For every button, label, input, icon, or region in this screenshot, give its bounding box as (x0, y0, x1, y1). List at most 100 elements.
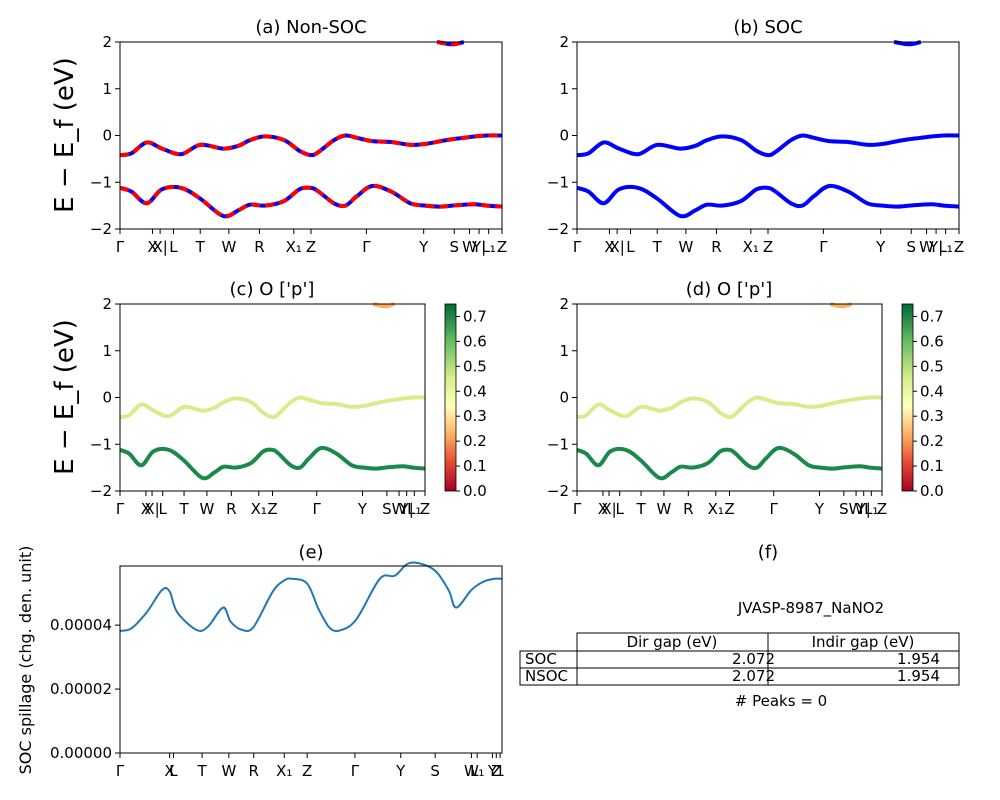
x-tick-label: W (657, 500, 672, 518)
gap-table: Dir gap (eV) Indir gap (eV) SOC 2.072 1.… (519, 632, 960, 686)
table-row-label: SOC (525, 650, 557, 668)
x-tick-label: Z (420, 500, 430, 518)
panel-d-colorbar (901, 303, 914, 492)
colorbar-tick-label: 0.4 (463, 382, 487, 400)
panel-d-frame (576, 303, 883, 492)
y-tick-label: 1 (559, 80, 569, 98)
colorbar-tick-label: 0.1 (463, 457, 487, 475)
x-tick-label: Y| (399, 500, 414, 518)
y-tick-label: 1 (102, 342, 112, 360)
table-header-indir: Indir gap (eV) (812, 633, 915, 651)
panel-c-colorbar (444, 303, 457, 492)
colorbar-tick-label: 0.6 (463, 332, 487, 350)
x-tick-label: X (147, 238, 157, 256)
x-tick-label: L (159, 500, 168, 518)
x-tick-label: S (449, 238, 459, 256)
band-line-dashed-conduction (436, 40, 465, 47)
x-tick-label: Y (418, 238, 429, 256)
x-tick-label: Z (763, 238, 773, 256)
x-tick-label: X| (609, 238, 624, 256)
x-tick-label: Γ (573, 238, 582, 256)
x-tick-label: L (626, 238, 635, 256)
table-cell-value: 2.072 (732, 667, 775, 685)
table-cell (767, 667, 960, 686)
colorbar-tick-label: 0.5 (463, 357, 487, 375)
y-tick-label: 0.00000 (50, 744, 112, 762)
x-tick-label: X₁ (251, 500, 267, 518)
projected-band-conduction (829, 302, 853, 309)
y-tick-label: 0 (559, 127, 569, 145)
x-tick-label: Γ (362, 238, 371, 256)
panel-c-ylabel: E − E_f (eV) (50, 319, 80, 475)
x-tick-label: Y (487, 762, 498, 780)
colorbar-tick-label: 0.5 (920, 357, 944, 375)
x-tick-label: W (464, 762, 479, 780)
panel-b-title: (b) SOC (733, 17, 802, 38)
x-tick-label: L (169, 238, 178, 256)
x-tick-label: L₁ (470, 762, 484, 780)
x-tick-label: Z (877, 500, 887, 518)
y-tick-label: 1 (102, 80, 112, 98)
x-tick-label: Y| (856, 500, 871, 518)
projected-band-lower (119, 445, 426, 481)
x-tick-label: X₁ (743, 238, 759, 256)
x-tick-label: T (178, 500, 189, 518)
x-tick-label: Γ (819, 238, 828, 256)
x-tick-label: Z (491, 762, 501, 780)
panel-c-colorbar-ticks: 0.0 0.1 0.2 0.3 0.4 0.5 0.6 0.7 (456, 307, 487, 500)
y-tick-label: −1 (547, 173, 569, 191)
x-tick-label: X (604, 238, 614, 256)
projected-band-upper (576, 395, 883, 420)
panel-b-frame (576, 41, 960, 230)
x-tick-label: Γ (116, 238, 125, 256)
y-tick-label: 0.00004 (50, 616, 112, 634)
x-tick-label: R (711, 238, 721, 256)
colorbar-tick-label: 0.0 (920, 482, 944, 500)
x-tick-label: Γ (351, 762, 360, 780)
x-tick-label: R (254, 238, 264, 256)
colorbar-tick-label: 0.7 (920, 307, 944, 325)
x-tick-label: W (678, 238, 693, 256)
x-tick-label: Γ (770, 500, 779, 518)
projected-band-lower (576, 445, 883, 481)
x-tick-label: T (652, 238, 663, 256)
x-tick-label: Z (302, 762, 312, 780)
y-tick-label: −2 (547, 482, 569, 500)
panel-e-ylabel: SOC spillage (chg. den. unit) (16, 546, 35, 775)
y-tick-label: −2 (90, 220, 112, 238)
x-tick-label: Y| (928, 238, 943, 256)
panel-a-frame (119, 41, 503, 230)
x-tick-label: L₁ (481, 238, 495, 256)
table-row-label: NSOC (525, 667, 568, 685)
x-tick-label: Γ (116, 762, 125, 780)
band-line-lower (576, 183, 960, 219)
x-tick-label: L₁ (407, 500, 421, 518)
band-line-lower (119, 183, 503, 219)
y-tick-label: 0 (559, 389, 569, 407)
band-line-upper (576, 133, 960, 158)
x-tick-label: S (906, 238, 916, 256)
colorbar-tick-label: 0.3 (463, 407, 487, 425)
colorbar-tick-label: 0.1 (920, 457, 944, 475)
x-tick-label: L₁ (864, 500, 878, 518)
panel-c-title: (c) O ['p'] (230, 279, 315, 300)
x-tick-label: L (616, 500, 625, 518)
panel-d-colorbar-ticks: 0.0 0.1 0.2 0.3 0.4 0.5 0.6 0.7 (913, 307, 944, 500)
x-tick-label: L₁ (938, 238, 952, 256)
x-tick-label: Z (954, 238, 964, 256)
x-tick-label: X| (601, 500, 616, 518)
x-tick-label: S (839, 500, 849, 518)
panel-a-ylabel: E − E_f (eV) (50, 57, 80, 213)
panel-e-title: (e) (298, 542, 323, 563)
x-tick-label: Z (306, 238, 316, 256)
projected-band-conduction (372, 302, 396, 309)
x-tick-label: X| (152, 238, 167, 256)
x-tick-label: X (165, 762, 175, 780)
x-tick-label: W (221, 238, 236, 256)
